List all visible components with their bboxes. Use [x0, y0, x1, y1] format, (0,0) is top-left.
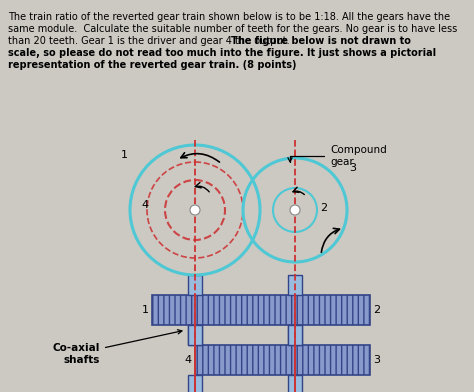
Bar — [288, 325, 302, 345]
Text: 2: 2 — [373, 305, 380, 315]
Bar — [288, 375, 302, 392]
Text: 3: 3 — [373, 355, 380, 365]
Text: same module.  Calculate the suitable number of teeth for the gears. No gear is t: same module. Calculate the suitable numb… — [8, 24, 457, 34]
Text: 1: 1 — [121, 150, 128, 160]
Text: The figure below is not drawn to: The figure below is not drawn to — [231, 36, 411, 46]
Text: 1: 1 — [142, 305, 149, 315]
Bar — [288, 275, 302, 295]
Text: The train ratio of the reverted gear train shown below is to be 1:18. All the ge: The train ratio of the reverted gear tra… — [8, 12, 450, 22]
Bar — [188, 325, 202, 345]
Text: 3: 3 — [349, 163, 356, 173]
Bar — [288, 325, 302, 345]
Text: 2: 2 — [320, 203, 327, 213]
Text: Compound
gear: Compound gear — [288, 145, 387, 167]
Text: 4: 4 — [142, 200, 149, 210]
Text: representation of the reverted gear train. (8 points): representation of the reverted gear trai… — [8, 60, 297, 70]
Text: than 20 teeth. Gear 1 is the driver and gear 4 the output.: than 20 teeth. Gear 1 is the driver and … — [8, 36, 293, 46]
Text: scale, so please do not read too much into the figure. It just shows a pictorial: scale, so please do not read too much in… — [8, 48, 436, 58]
Bar — [188, 325, 202, 345]
Bar — [195, 345, 370, 375]
Circle shape — [190, 205, 200, 215]
Text: Co-axial
shafts: Co-axial shafts — [53, 330, 182, 365]
Bar — [152, 295, 370, 325]
Text: 4: 4 — [185, 355, 192, 365]
Circle shape — [290, 205, 300, 215]
Bar — [188, 375, 202, 392]
Bar — [188, 275, 202, 295]
